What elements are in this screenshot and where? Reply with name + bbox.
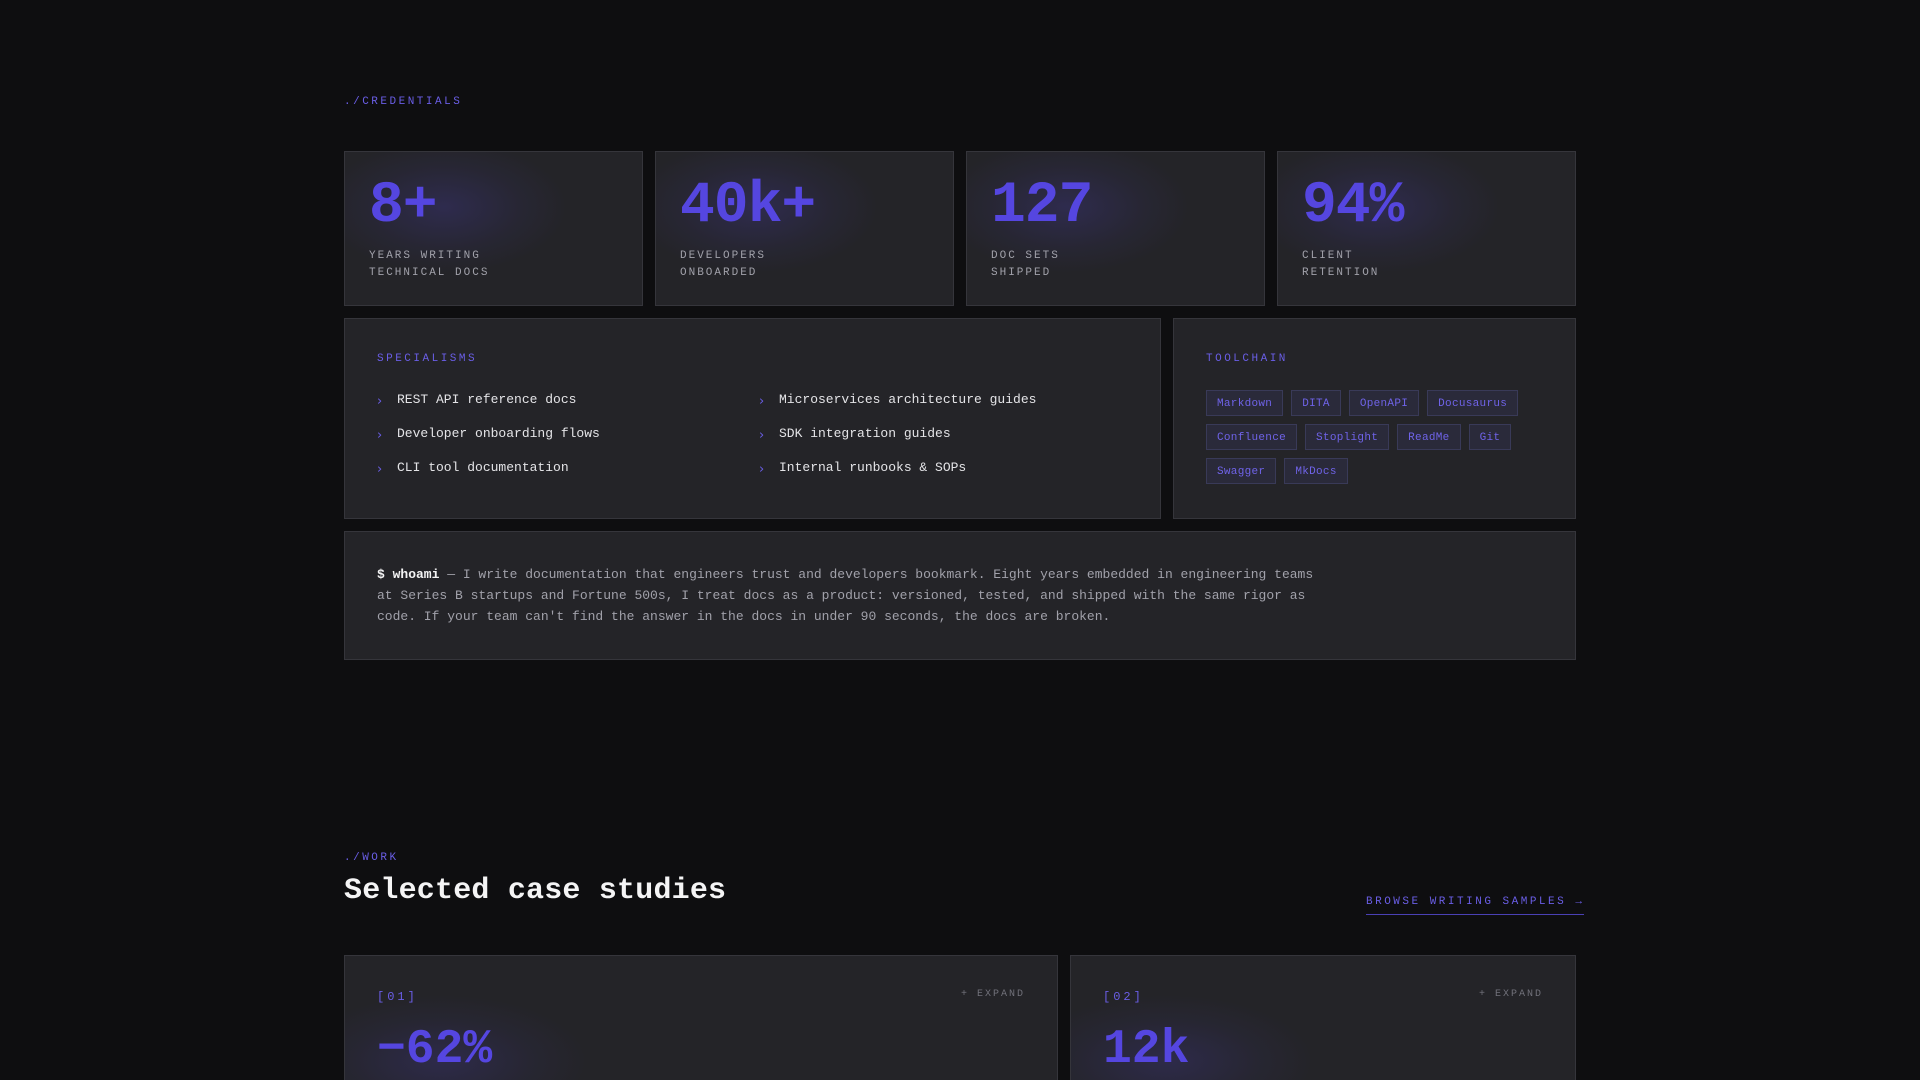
specialisms-title: SPECIALISMS (377, 353, 478, 365)
bio-text: $ whoami — I write documentation that en… (377, 564, 1317, 627)
tool-tag: ReadMe (1397, 424, 1461, 450)
chevron-right-icon: › (759, 427, 765, 443)
stat-label: DEVELOPERS ONBOARDED (680, 248, 920, 282)
case-study-card-01[interactable]: [01] + EXPAND −62% (344, 955, 1058, 1080)
tool-tag: DITA (1291, 390, 1341, 416)
list-item: › Microservices architecture guides (759, 389, 1141, 409)
credentials-section-tag: ./CREDENTIALS (344, 96, 463, 108)
chevron-right-icon: › (759, 393, 765, 409)
specialism-label: CLI tool documentation (397, 459, 569, 475)
chevron-right-icon: › (759, 461, 765, 477)
stat-label-line: DEVELOPERS (680, 250, 767, 262)
stat-value: 94% (1302, 174, 1404, 239)
case-glow (1071, 996, 1311, 1080)
work-section-title: Selected case studies (344, 874, 727, 908)
work-section-tag: ./WORK (344, 852, 399, 864)
list-item: › Developer onboarding flows (377, 423, 759, 443)
case-index: [01] (377, 990, 418, 1004)
case-glow (345, 996, 585, 1080)
case-metric: −62% (377, 1023, 493, 1077)
stat-card-retention: 94% CLIENT RETENTION (1277, 151, 1576, 306)
specialism-label: Microservices architecture guides (779, 391, 1037, 407)
stat-card-developers: 40k+ DEVELOPERS ONBOARDED (655, 151, 954, 306)
specialism-label: Internal runbooks & SOPs (779, 459, 967, 475)
specialism-label: Developer onboarding flows (397, 425, 600, 441)
stat-label-line: DOC SETS (991, 250, 1060, 262)
toolchain-title: TOOLCHAIN (1206, 353, 1288, 365)
toolchain-panel: TOOLCHAIN Markdown DITA OpenAPI Docusaur… (1173, 318, 1576, 519)
tool-tag: Confluence (1206, 424, 1298, 450)
tool-tag: Docusaurus (1427, 390, 1519, 416)
list-item: › SDK integration guides (759, 423, 1141, 443)
chevron-right-icon: › (377, 427, 383, 443)
stat-label-line: ONBOARDED (680, 267, 758, 279)
stat-label-line: CLIENT (1302, 250, 1354, 262)
specialisms-list: › REST API reference docs › Microservice… (377, 389, 1137, 477)
bio-description: — I write documentation that engineers t… (377, 567, 1314, 624)
case-metric: 12k (1103, 1023, 1190, 1077)
expand-button[interactable]: + EXPAND (1479, 989, 1544, 1000)
list-item: › CLI tool documentation (377, 457, 759, 477)
specialism-label: REST API reference docs (397, 391, 577, 407)
stat-card-years: 8+ YEARS WRITING TECHNICAL DOCS (344, 151, 643, 306)
stat-value: 127 (991, 174, 1093, 239)
chevron-right-icon: › (377, 393, 383, 409)
list-item: › REST API reference docs (377, 389, 759, 409)
stat-card-doc-sets: 127 DOC SETS SHIPPED (966, 151, 1265, 306)
stat-label-line: RETENTION (1302, 267, 1380, 279)
chevron-right-icon: › (377, 461, 383, 477)
whoami-command: $ whoami (377, 567, 440, 582)
tool-tag: Swagger (1206, 458, 1277, 484)
tool-tag: OpenAPI (1348, 390, 1420, 416)
stat-label-line: TECHNICAL DOCS (369, 267, 490, 279)
stat-label-line: SHIPPED (991, 267, 1052, 279)
tool-tag: MkDocs (1284, 458, 1348, 484)
bio-panel: $ whoami — I write documentation that en… (344, 531, 1576, 660)
browse-writing-samples-link[interactable]: BROWSE WRITING SAMPLES → (1366, 896, 1585, 915)
stat-label: DOC SETS SHIPPED (991, 248, 1231, 282)
case-study-card-02[interactable]: [02] + EXPAND 12k (1070, 955, 1576, 1080)
stat-label: YEARS WRITING TECHNICAL DOCS (369, 248, 609, 282)
toolchain-tags: Markdown DITA OpenAPI Docusaurus Conflue… (1206, 390, 1556, 484)
specialisms-panel: SPECIALISMS › REST API reference docs › … (344, 318, 1161, 519)
expand-button[interactable]: + EXPAND (961, 989, 1026, 1000)
tool-tag: Markdown (1206, 390, 1284, 416)
stat-label-line: YEARS WRITING (369, 250, 481, 262)
tool-tag: Git (1468, 424, 1512, 450)
stat-value: 40k+ (680, 174, 816, 239)
list-item: › Internal runbooks & SOPs (759, 457, 1141, 477)
stat-label: CLIENT RETENTION (1302, 248, 1542, 282)
specialism-label: SDK integration guides (779, 425, 951, 441)
stat-value: 8+ (369, 174, 438, 239)
case-index: [02] (1103, 990, 1144, 1004)
tool-tag: Stoplight (1305, 424, 1390, 450)
